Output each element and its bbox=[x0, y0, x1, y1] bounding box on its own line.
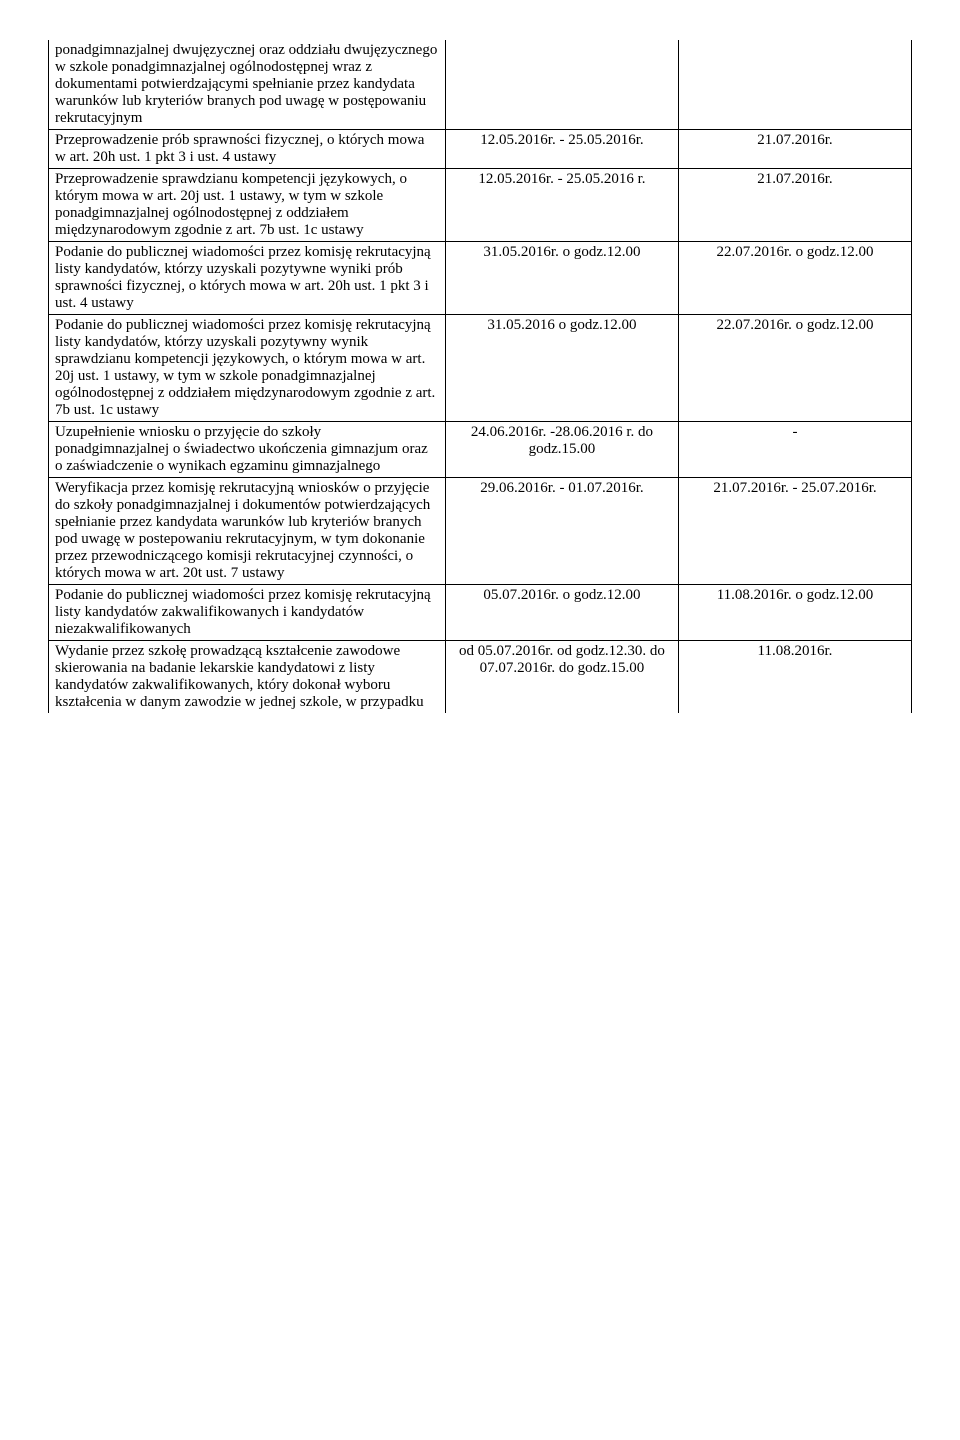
row-term-supplementary: 22.07.2016r. o godz.12.00 bbox=[678, 315, 911, 422]
row-term-basic: 24.06.2016r. -28.06.2016 r. do godz.15.0… bbox=[445, 422, 678, 478]
row-description: Przeprowadzenie sprawdzianu kompetencji … bbox=[49, 169, 446, 242]
table-row: ponadgimnazjalnej dwujęzycznej oraz oddz… bbox=[49, 40, 912, 130]
recruitment-schedule-table: ponadgimnazjalnej dwujęzycznej oraz oddz… bbox=[48, 40, 912, 713]
row-term-supplementary: 11.08.2016r. bbox=[678, 641, 911, 714]
table-row: Uzupełnienie wniosku o przyjęcie do szko… bbox=[49, 422, 912, 478]
table-row: Przeprowadzenie sprawdzianu kompetencji … bbox=[49, 169, 912, 242]
row-term-basic: 29.06.2016r. - 01.07.2016r. bbox=[445, 478, 678, 585]
row-term-supplementary: 22.07.2016r. o godz.12.00 bbox=[678, 242, 911, 315]
table-row: Podanie do publicznej wiadomości przez k… bbox=[49, 585, 912, 641]
table-row: Przeprowadzenie prób sprawności fizyczne… bbox=[49, 130, 912, 169]
row-term-supplementary bbox=[678, 40, 911, 130]
table-row: Podanie do publicznej wiadomości przez k… bbox=[49, 242, 912, 315]
row-description: Uzupełnienie wniosku o przyjęcie do szko… bbox=[49, 422, 446, 478]
row-term-basic: 12.05.2016r. - 25.05.2016r. bbox=[445, 130, 678, 169]
row-term-supplementary: 11.08.2016r. o godz.12.00 bbox=[678, 585, 911, 641]
row-term-supplementary: - bbox=[678, 422, 911, 478]
row-term-supplementary: 21.07.2016r. bbox=[678, 169, 911, 242]
table-row: Wydanie przez szkołę prowadzącą kształce… bbox=[49, 641, 912, 714]
row-description: Przeprowadzenie prób sprawności fizyczne… bbox=[49, 130, 446, 169]
row-description: ponadgimnazjalnej dwujęzycznej oraz oddz… bbox=[49, 40, 446, 130]
row-term-supplementary: 21.07.2016r. - 25.07.2016r. bbox=[678, 478, 911, 585]
table-row: Podanie do publicznej wiadomości przez k… bbox=[49, 315, 912, 422]
row-term-basic: od 05.07.2016r. od godz.12.30. do 07.07.… bbox=[445, 641, 678, 714]
row-description: Podanie do publicznej wiadomości przez k… bbox=[49, 315, 446, 422]
row-term-basic: 31.05.2016 o godz.12.00 bbox=[445, 315, 678, 422]
row-term-supplementary: 21.07.2016r. bbox=[678, 130, 911, 169]
row-term-basic bbox=[445, 40, 678, 130]
row-description: Podanie do publicznej wiadomości przez k… bbox=[49, 242, 446, 315]
row-term-basic: 05.07.2016r. o godz.12.00 bbox=[445, 585, 678, 641]
row-description: Wydanie przez szkołę prowadzącą kształce… bbox=[49, 641, 446, 714]
row-description: Podanie do publicznej wiadomości przez k… bbox=[49, 585, 446, 641]
row-term-basic: 31.05.2016r. o godz.12.00 bbox=[445, 242, 678, 315]
row-term-basic: 12.05.2016r. - 25.05.2016 r. bbox=[445, 169, 678, 242]
table-row: Weryfikacja przez komisję rekrutacyjną w… bbox=[49, 478, 912, 585]
row-description: Weryfikacja przez komisję rekrutacyjną w… bbox=[49, 478, 446, 585]
